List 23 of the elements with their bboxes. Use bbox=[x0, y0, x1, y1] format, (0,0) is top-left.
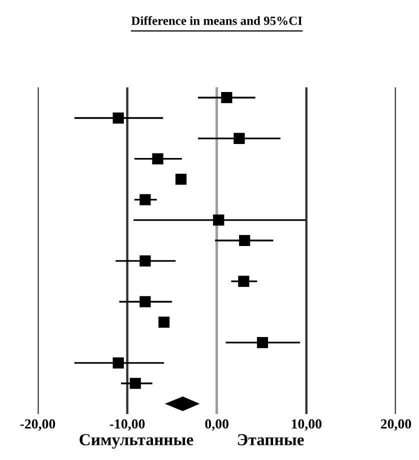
x-tick-label: -20,00 bbox=[20, 419, 56, 431]
x-tick-label: 20,00 bbox=[380, 419, 412, 431]
point bbox=[256, 337, 268, 348]
text: Симультанные bbox=[80, 434, 194, 449]
point bbox=[112, 357, 124, 369]
point bbox=[238, 276, 250, 287]
text: Этапные bbox=[238, 434, 304, 446]
chart-title: Difference in means and 95%CI bbox=[131, 16, 302, 26]
point bbox=[239, 234, 250, 246]
x-tick-label: 10,00 bbox=[292, 419, 322, 431]
point bbox=[130, 378, 141, 389]
point bbox=[140, 296, 151, 308]
point bbox=[221, 92, 232, 104]
x-tick-label: -10,00 bbox=[110, 419, 145, 431]
point bbox=[140, 255, 151, 266]
x-tick-label: 0,00 bbox=[205, 419, 228, 431]
point bbox=[175, 174, 187, 185]
point bbox=[140, 194, 151, 206]
point bbox=[152, 153, 164, 164]
point bbox=[112, 112, 124, 124]
point bbox=[234, 132, 245, 144]
point bbox=[213, 214, 224, 226]
point bbox=[158, 316, 170, 328]
